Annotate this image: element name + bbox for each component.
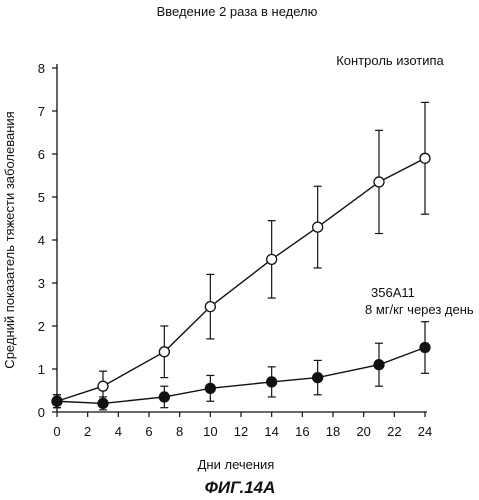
y-tick-label: 3 (38, 276, 45, 291)
series-label-356a11: 356A11 (371, 285, 415, 300)
y-axis-label: Средний показатель тяжести заболевания (2, 111, 17, 368)
data-point-control (97, 380, 109, 392)
data-point-356a11 (266, 376, 278, 388)
y-tick-label: 0 (38, 405, 45, 420)
x-tick-label: 24 (418, 424, 432, 439)
chart-title: Введение 2 раза в неделю (157, 4, 318, 19)
data-point-control (266, 253, 278, 266)
data-point-control (373, 176, 385, 188)
series-line-control (56, 157, 426, 402)
data-point-356a11 (51, 395, 63, 407)
y-tick-label: 8 (38, 61, 45, 76)
y-tick-label: 7 (38, 104, 45, 119)
series-label-356a11-dose: 8 мг/кг через день (365, 302, 474, 317)
y-tick-label: 4 (38, 233, 45, 248)
x-tick-label: 4 (115, 424, 122, 439)
x-tick-label: 10 (203, 424, 217, 439)
data-point-control (419, 152, 431, 164)
data-point-control (204, 300, 216, 313)
data-point-356a11 (204, 382, 216, 395)
x-tick-label: 16 (295, 424, 309, 439)
x-tick-label: 6 (145, 424, 152, 439)
series-layer (51, 101, 431, 411)
x-tick-label: 8 (176, 424, 183, 439)
x-tick-label: 18 (326, 424, 340, 439)
data-point-356a11 (373, 359, 385, 371)
x-tick-label: 12 (234, 424, 248, 439)
y-tick-label: 5 (38, 190, 45, 205)
data-point-356a11 (97, 397, 109, 410)
x-tick-label: 14 (264, 424, 278, 439)
series-line-356a11 (56, 346, 426, 405)
x-axis-label: Дни лечения (198, 457, 275, 472)
x-tick-label: 2 (84, 424, 91, 439)
data-point-356a11 (312, 371, 324, 384)
data-point-control (312, 221, 324, 233)
y-tick-label: 6 (38, 147, 45, 162)
y-tick-label: 1 (38, 362, 45, 377)
figure-caption: ФИГ.14А (205, 478, 276, 497)
data-point-356a11 (419, 341, 431, 354)
x-tick-label: 20 (356, 424, 370, 439)
series-label-control: Контроль изотипа (336, 53, 444, 68)
x-tick-label: 0 (53, 424, 60, 439)
data-point-control (158, 346, 170, 358)
x-tick-label: 22 (387, 424, 401, 439)
y-tick-label: 2 (38, 319, 45, 334)
data-point-356a11 (158, 391, 170, 403)
